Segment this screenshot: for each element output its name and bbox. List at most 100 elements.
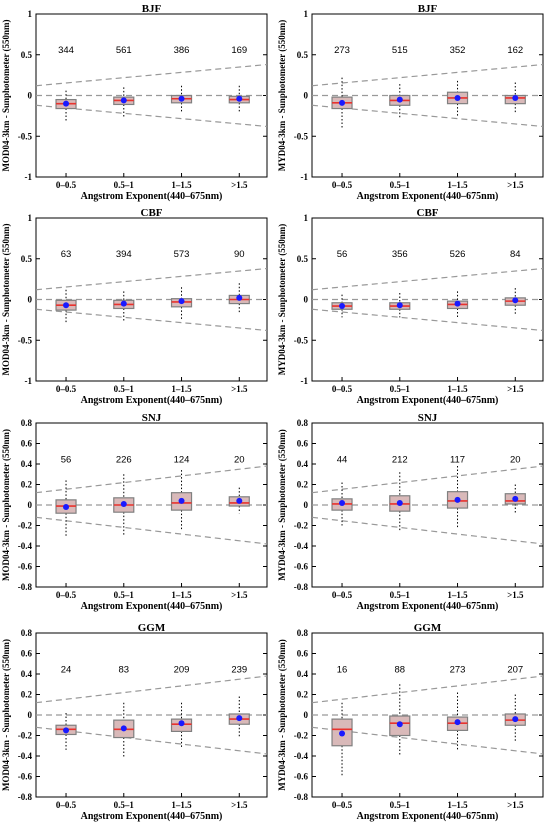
y-tick-label: -0.8 bbox=[294, 582, 309, 592]
sample-count: 515 bbox=[392, 45, 408, 56]
y-tick-label: -1 bbox=[25, 376, 33, 386]
y-tick-label: 0 bbox=[28, 500, 33, 510]
panel-ggm-mod: GGM -0.8 -0.6 -0.4 -0.2 0 0.2 0.4 0.6 0.8 0–0.5 24 0… bbox=[1, 622, 268, 822]
x-tick-label: 0–0.5 bbox=[332, 384, 353, 394]
x-tick-label: 0–0.5 bbox=[56, 590, 77, 600]
panel-snj-myd: SNJ -0.8 -0.6 -0.4 -0.2 0 0.2 0.4 0.6 0.8 0–0.5 44 0… bbox=[277, 412, 544, 612]
envelope-upper-line bbox=[35, 675, 268, 704]
mean-point bbox=[178, 720, 185, 727]
mean-point bbox=[396, 96, 403, 103]
envelope-upper-line bbox=[311, 675, 544, 704]
x-tick-label: 0.5–1 bbox=[390, 590, 411, 600]
x-axis-label: Angstrom Exponent(440–675nm) bbox=[81, 811, 223, 822]
y-tick-label: -0.4 bbox=[18, 751, 33, 761]
x-tick-label: 1–1.5 bbox=[447, 180, 468, 190]
y-tick-label: -0.8 bbox=[294, 792, 309, 802]
envelope-upper-line bbox=[311, 465, 544, 494]
x-tick-label: 1–1.5 bbox=[447, 800, 468, 810]
sample-count: 83 bbox=[118, 664, 129, 675]
mean-point bbox=[396, 499, 403, 506]
envelope-lower-line bbox=[35, 726, 268, 755]
x-axis-label: Angstrom Exponent(440–675nm) bbox=[357, 601, 499, 612]
mean-point bbox=[339, 303, 346, 310]
x-axis-label: Angstrom Exponent(440–675nm) bbox=[357, 811, 499, 822]
sample-count: 207 bbox=[507, 664, 523, 675]
y-tick-label: 0 bbox=[304, 91, 309, 101]
y-tick-label: -0.5 bbox=[294, 335, 309, 345]
mean-point bbox=[454, 719, 461, 726]
mean-point bbox=[396, 721, 403, 728]
y-tick-label: 0 bbox=[304, 500, 309, 510]
y-axis-label: MYD04-3km - Sunphotometer (550nm) bbox=[277, 20, 287, 172]
sample-count: 526 bbox=[450, 249, 466, 260]
y-tick-label: 1 bbox=[304, 9, 309, 19]
x-tick-label: >1.5 bbox=[231, 590, 248, 600]
x-tick-label: 0.5–1 bbox=[390, 800, 411, 810]
mean-point bbox=[178, 95, 185, 102]
panel-snj-mod: SNJ -0.8 -0.6 -0.4 -0.2 0 0.2 0.4 0.6 0.8 0–0.5 56 0… bbox=[1, 412, 268, 612]
mean-point bbox=[120, 725, 127, 732]
y-tick-label: -0.5 bbox=[18, 335, 33, 345]
y-tick-label: 0.2 bbox=[21, 480, 33, 490]
x-tick-label: 0–0.5 bbox=[332, 180, 353, 190]
mean-point bbox=[63, 727, 70, 734]
y-axis-label: MOD04-3km - Sunphotometer (550nm) bbox=[1, 223, 11, 375]
x-axis-label: Angstrom Exponent(440–675nm) bbox=[81, 395, 223, 406]
mean-point bbox=[512, 297, 519, 304]
sample-count: 239 bbox=[231, 664, 247, 675]
y-tick-label: -0.5 bbox=[18, 131, 33, 141]
x-tick-label: 1–1.5 bbox=[171, 384, 192, 394]
sample-count: 209 bbox=[174, 664, 190, 675]
panel-title: CBF bbox=[417, 207, 439, 219]
x-tick-label: 1–1.5 bbox=[171, 800, 192, 810]
sample-count: 573 bbox=[174, 249, 190, 260]
x-tick-label: 0.5–1 bbox=[114, 800, 135, 810]
y-tick-label: 0.8 bbox=[297, 628, 309, 638]
envelope-lower-line bbox=[311, 726, 544, 755]
mean-point bbox=[236, 294, 243, 301]
mean-point bbox=[512, 94, 519, 101]
x-tick-label: 1–1.5 bbox=[171, 590, 192, 600]
envelope-lower-line bbox=[35, 104, 268, 128]
x-axis-label: Angstrom Exponent(440–675nm) bbox=[81, 601, 223, 612]
sample-count: 169 bbox=[231, 45, 247, 56]
x-tick-label: >1.5 bbox=[507, 590, 524, 600]
panel-title: BJF bbox=[142, 3, 162, 15]
sample-count: 88 bbox=[394, 664, 405, 675]
y-tick-label: -1 bbox=[301, 376, 309, 386]
y-tick-label: -0.8 bbox=[18, 582, 33, 592]
mean-point bbox=[120, 300, 127, 307]
y-axis-label: MYD04-3km - Sunphotometer (550nm) bbox=[277, 429, 287, 581]
x-tick-label: >1.5 bbox=[231, 800, 248, 810]
mean-point bbox=[120, 500, 127, 507]
y-tick-label: -0.6 bbox=[294, 562, 309, 572]
x-tick-label: 0.5–1 bbox=[114, 590, 135, 600]
sample-count: 226 bbox=[116, 454, 132, 465]
y-tick-label: -0.2 bbox=[18, 731, 33, 741]
y-tick-label: 0.2 bbox=[297, 480, 309, 490]
envelope-upper-line bbox=[35, 267, 268, 291]
y-tick-label: -0.5 bbox=[294, 131, 309, 141]
mean-point bbox=[63, 504, 70, 511]
sample-count: 20 bbox=[510, 454, 521, 465]
y-tick-label: -0.2 bbox=[294, 731, 309, 741]
y-axis-label: MYD04-3km - Sunphotometer (550nm) bbox=[277, 224, 287, 376]
sample-count: 117 bbox=[450, 454, 465, 465]
mean-point bbox=[236, 95, 243, 102]
x-tick-label: 0–0.5 bbox=[56, 384, 77, 394]
envelope-lower-line bbox=[311, 308, 544, 332]
y-axis-label: MOD04-3km - Sunphotometer (550nm) bbox=[1, 429, 11, 581]
sample-count: 63 bbox=[61, 249, 72, 260]
mean-point bbox=[236, 715, 243, 722]
panel-cbf-mod: CBF -1 -0.5 0 0.5 1 0–0.5 63 0.5–1 394 1–1.5 573 >1.… bbox=[1, 207, 268, 406]
y-tick-label: 0.6 bbox=[21, 439, 33, 449]
mean-point bbox=[512, 716, 519, 723]
panel-title: CBF bbox=[141, 207, 163, 219]
sample-count: 44 bbox=[337, 454, 348, 465]
y-tick-label: 0.5 bbox=[297, 50, 309, 60]
envelope-upper-line bbox=[311, 63, 544, 87]
x-tick-label: 0–0.5 bbox=[332, 800, 353, 810]
panel-title: GGM bbox=[138, 622, 166, 634]
